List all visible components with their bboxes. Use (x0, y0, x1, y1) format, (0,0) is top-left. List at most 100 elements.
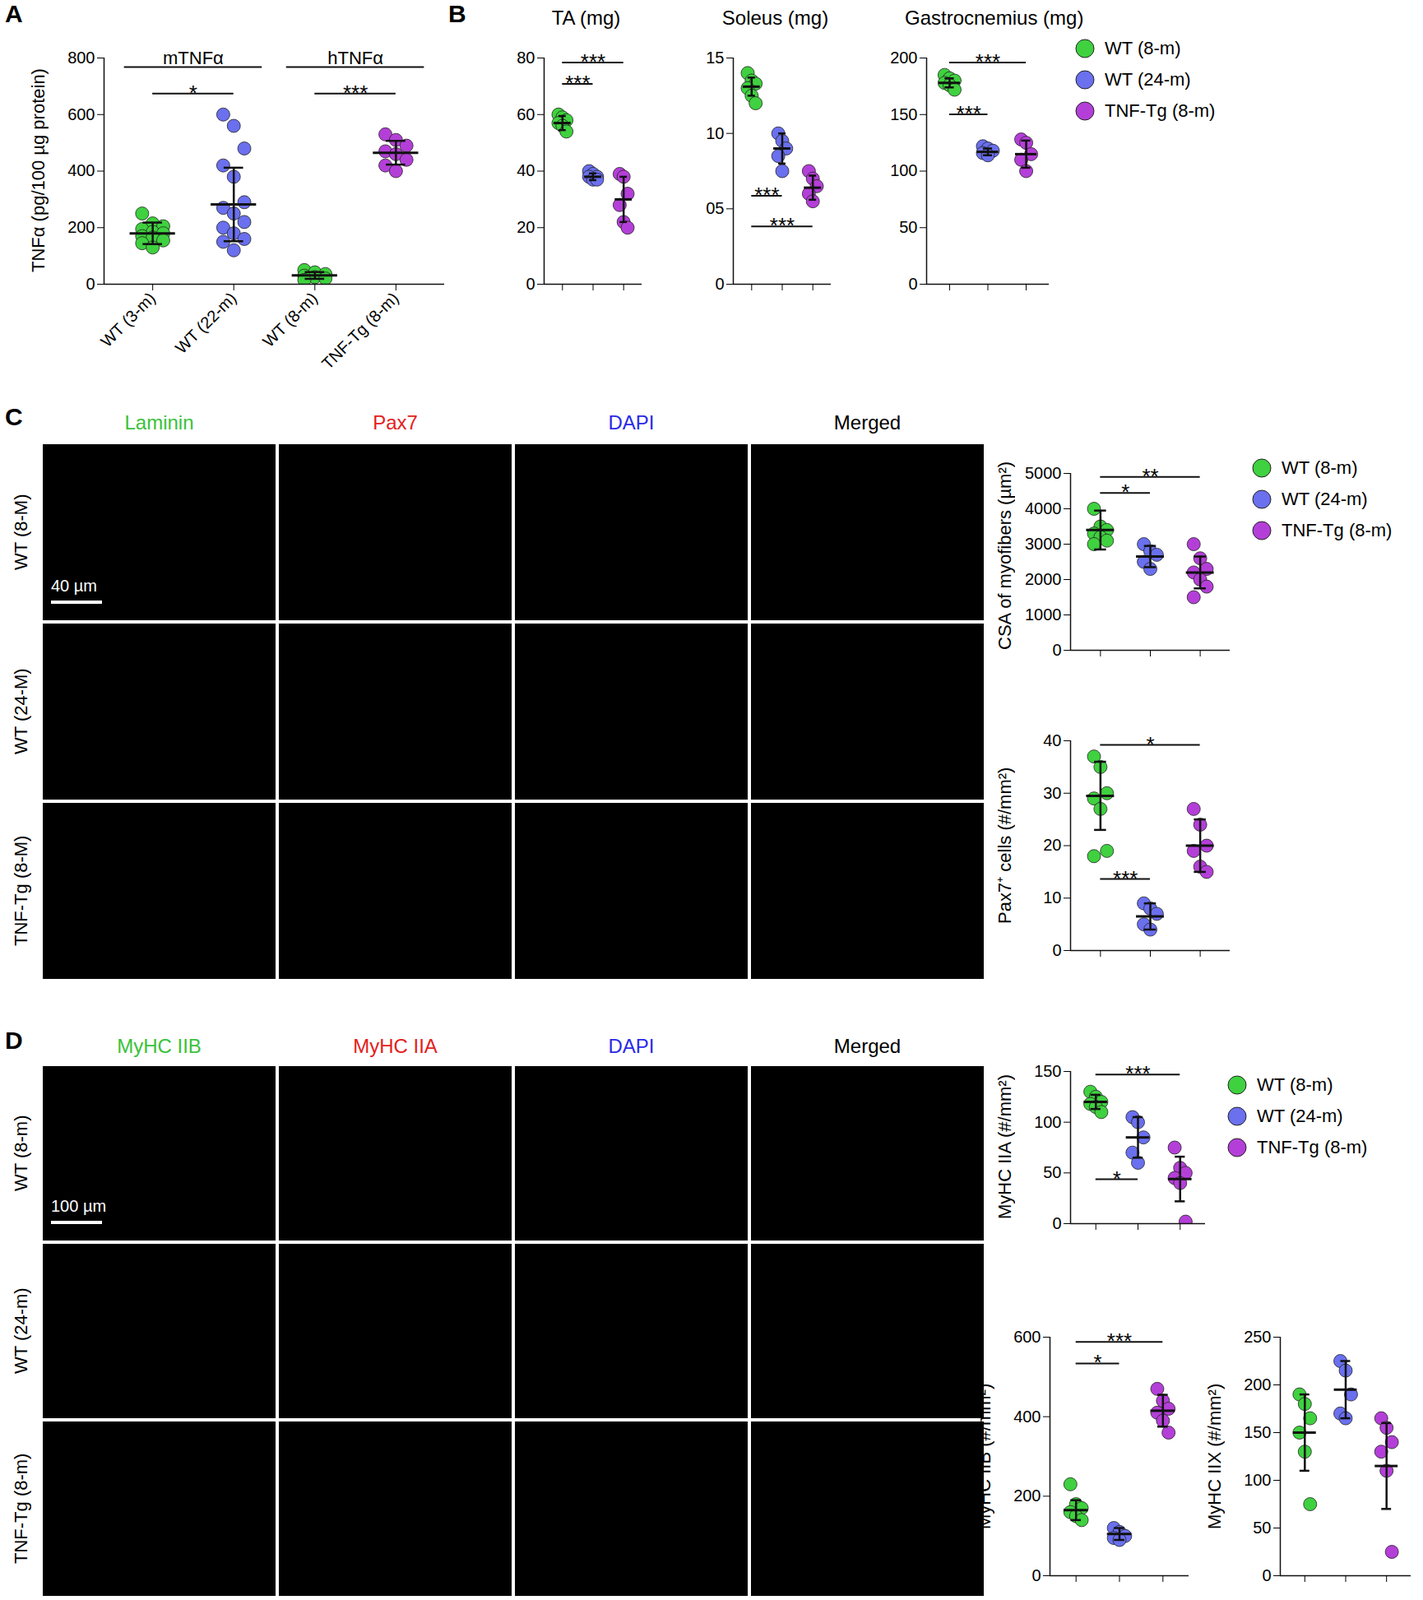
html-text:WT (24-m): WT (24-m) (1281, 488, 1368, 510)
html-text:WT (24-m): WT (24-m) (1256, 1105, 1343, 1127)
svg-text:*: * (1121, 479, 1130, 505)
svg-text:40: 40 (516, 161, 535, 180)
svg-text:***: *** (580, 49, 606, 75)
html-text:TNF-Tg (8-m): TNF-Tg (8-m) (1281, 519, 1393, 541)
svg-text:***: *** (956, 101, 982, 126)
html-text:MyHC IIB (#/mm²): MyHC IIB (#/mm²) (973, 1383, 995, 1529)
svg-text:30: 30 (1042, 783, 1062, 802)
html-text:WT (8-m): WT (8-m) (10, 1115, 32, 1192)
svg-text:***: *** (565, 70, 590, 96)
svg-text:100: 100 (889, 161, 918, 180)
svg-text:*: * (1093, 1349, 1103, 1375)
html-text:TA (mg): TA (mg) (551, 6, 621, 29)
svg-text:**: ** (1141, 463, 1159, 489)
svg-text:***: *** (1107, 1328, 1132, 1354)
svg-text:0: 0 (1052, 1214, 1062, 1233)
svg-text:200: 200 (889, 48, 918, 67)
svg-text:50: 50 (899, 217, 918, 237)
svg-text:250: 250 (1243, 1327, 1271, 1346)
html-text:MyHC IIA (#/mm²): MyHC IIA (#/mm²) (994, 1074, 1016, 1220)
svg-text:10: 10 (1042, 888, 1062, 907)
html-text:MyHC IIB: MyHC IIB (116, 1034, 202, 1057)
svg-text:200: 200 (67, 217, 95, 237)
svg-text:0: 0 (1261, 1566, 1271, 1585)
svg-text:20: 20 (1042, 835, 1062, 854)
html-text:TNF-Tg (8-M): TNF-Tg (8-M) (10, 835, 32, 947)
html-text:CSA of myofibers (µm²): CSA of myofibers (µm²) (994, 461, 1016, 650)
html-text:Merged: Merged (833, 1034, 901, 1057)
svg-text:TNF-Tg (8-m): TNF-Tg (8-m) (318, 288, 403, 373)
html-text:A: A (4, 0, 23, 28)
html-text:MyHC IIX (#/mm²): MyHC IIX (#/mm²) (1204, 1383, 1225, 1529)
html-text:WT (8-m): WT (8-m) (1104, 37, 1181, 59)
svg-text:***: *** (343, 80, 368, 106)
html-text:Pax7: Pax7 (372, 411, 418, 434)
svg-text:5000: 5000 (1024, 463, 1062, 483)
svg-text:10: 10 (705, 124, 724, 143)
svg-text:0: 0 (85, 274, 95, 293)
svg-text:*: * (1145, 732, 1155, 757)
html-text:TNF-Tg (8-m): TNF-Tg (8-m) (1256, 1136, 1368, 1158)
html-text:WT (8-m): WT (8-m) (1281, 457, 1358, 478)
svg-text:***: *** (1125, 1061, 1150, 1086)
html-text:TNF-Tg (8-m): TNF-Tg (8-m) (10, 1453, 32, 1564)
html-text:DAPI: DAPI (608, 411, 655, 434)
svg-text:0: 0 (1052, 940, 1062, 960)
svg-text:100: 100 (1033, 1112, 1062, 1131)
svg-text:WT (3-m): WT (3-m) (97, 288, 159, 351)
html-text:Merged: Merged (833, 411, 901, 434)
svg-text:20: 20 (516, 217, 535, 237)
svg-text:150: 150 (1033, 1061, 1062, 1080)
svg-text:0: 0 (1052, 640, 1062, 659)
html-text:WT (24-m): WT (24-m) (10, 1287, 32, 1374)
svg-text:150: 150 (1243, 1423, 1271, 1442)
svg-text:800: 800 (67, 48, 95, 67)
svg-text:3000: 3000 (1024, 534, 1062, 553)
html-text:WT (24-M): WT (24-M) (10, 668, 32, 755)
html-text:WT (8-m): WT (8-m) (1256, 1074, 1333, 1095)
svg-text:***: *** (975, 49, 1001, 75)
svg-text:50: 50 (1042, 1163, 1062, 1182)
svg-text:80: 80 (516, 48, 535, 67)
svg-text:1000: 1000 (1024, 605, 1062, 624)
svg-text:***: *** (754, 182, 779, 208)
svg-text:hTNFα: hTNFα (327, 47, 384, 69)
svg-text:60: 60 (516, 105, 535, 124)
svg-text:05: 05 (705, 199, 724, 218)
html-text:WT (8-M): WT (8-M) (10, 494, 32, 571)
svg-text:200: 200 (1243, 1375, 1271, 1394)
svg-text:50: 50 (1252, 1518, 1271, 1537)
svg-text:4000: 4000 (1024, 499, 1062, 518)
html-text:B: B (448, 0, 467, 28)
html-text:TNF-Tg (8-m): TNF-Tg (8-m) (1104, 100, 1216, 121)
svg-text:***: *** (1112, 866, 1138, 891)
svg-text:400: 400 (1013, 1407, 1041, 1426)
html-text:Laminin: Laminin (124, 411, 194, 434)
svg-text:400: 400 (67, 161, 95, 180)
svg-text:200: 200 (1013, 1486, 1041, 1505)
svg-text:*: * (1112, 1166, 1122, 1192)
svg-text:0: 0 (1031, 1566, 1041, 1585)
html-text:TNFα (pg/100 µg protein): TNFα (pg/100 µg protein) (27, 68, 49, 273)
html-text:Soleus (mg): Soleus (mg) (722, 6, 829, 29)
svg-text:WT (8-m): WT (8-m) (259, 288, 321, 351)
svg-text:15: 15 (705, 48, 724, 67)
svg-text:600: 600 (67, 105, 95, 124)
svg-text:*: * (189, 80, 198, 106)
html-text:DAPI: DAPI (608, 1034, 655, 1057)
html-text:MyHC IIA: MyHC IIA (353, 1034, 438, 1057)
svg-text:WT (22-m): WT (22-m) (171, 288, 241, 357)
svg-text:0: 0 (714, 274, 724, 293)
svg-text:40: 40 (1042, 731, 1062, 750)
svg-text:0: 0 (525, 274, 535, 293)
html-text:Pax7⁺ cells (#/mm²): Pax7⁺ cells (#/mm²) (994, 766, 1016, 924)
svg-text:***: *** (769, 213, 795, 238)
svg-text:100: 100 (1243, 1470, 1271, 1489)
svg-text:mTNFα: mTNFα (162, 47, 224, 69)
svg-text:150: 150 (889, 105, 918, 124)
svg-text:0: 0 (908, 274, 918, 293)
svg-text:2000: 2000 (1024, 570, 1062, 589)
svg-text:600: 600 (1013, 1327, 1041, 1346)
html-text:Gastrocnemius (mg): Gastrocnemius (mg) (904, 6, 1084, 29)
html-text:WT (24-m): WT (24-m) (1104, 69, 1191, 90)
